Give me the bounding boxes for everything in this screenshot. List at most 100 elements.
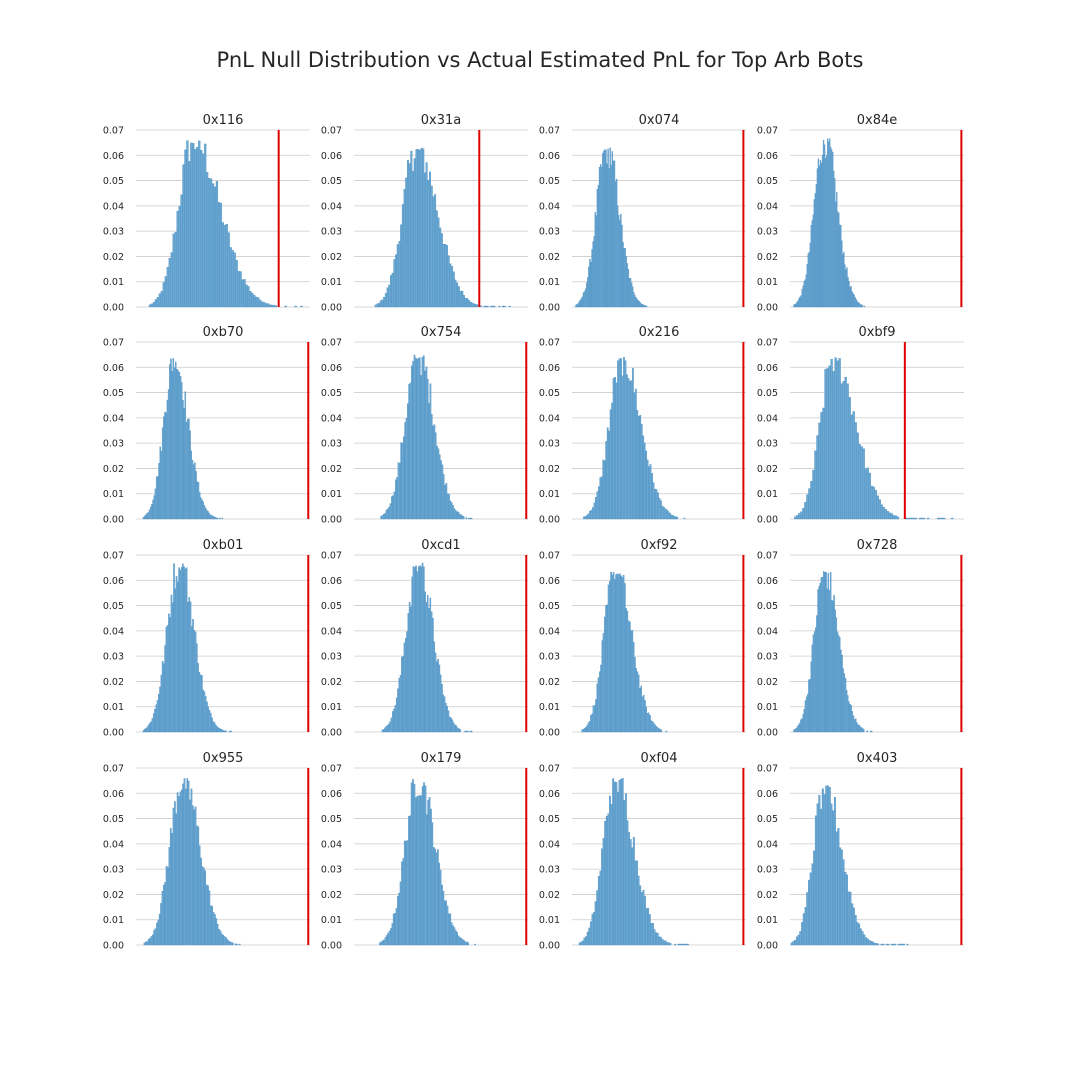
panel-title: 0xbf9: [858, 325, 895, 340]
histogram-bar: [863, 934, 866, 946]
y-tick-label: 0.00: [757, 303, 778, 314]
histogram-bar: [849, 891, 852, 946]
histogram-bar: [846, 874, 849, 946]
panel-title: 0x955: [203, 751, 244, 766]
histogram-bar: [859, 928, 862, 946]
histogram-bar: [823, 794, 826, 946]
histogram-bar: [922, 517, 926, 520]
panel-title: 0xb01: [203, 538, 244, 553]
y-tick-label: 0.01: [757, 277, 778, 288]
y-tick-label: 0.04: [539, 413, 560, 424]
y-tick-label: 0.05: [321, 814, 342, 825]
histogram-bar: [467, 942, 470, 946]
y-tick-label: 0.04: [321, 413, 342, 424]
histogram-bar: [863, 729, 865, 733]
histogram-bar: [486, 305, 489, 308]
y-tick-label: 0.00: [757, 728, 778, 739]
histogram-bar: [854, 915, 857, 946]
histogram-bar: [797, 934, 800, 946]
histogram-bar: [216, 517, 219, 520]
histogram-bar: [236, 943, 238, 946]
histogram-bar: [866, 730, 868, 733]
histogram-bar: [790, 942, 793, 946]
histogram-bar: [808, 879, 810, 946]
histogram-bar: [835, 831, 838, 946]
panel-title: 0x84e: [857, 113, 898, 128]
y-tick-label: 0.06: [321, 576, 342, 587]
y-tick-label: 0.05: [103, 388, 124, 399]
histogram-bar: [816, 803, 819, 946]
histogram-bar: [474, 943, 476, 946]
y-tick-label: 0.06: [321, 151, 342, 162]
y-tick-label: 0.01: [321, 915, 342, 926]
histogram-bar: [300, 305, 303, 308]
histogram-bar: [868, 940, 871, 946]
histogram-bar: [498, 305, 501, 308]
histogram-bar: [890, 943, 893, 946]
y-tick-label: 0.05: [757, 388, 778, 399]
y-tick-label: 0.05: [539, 601, 560, 612]
histogram-bar: [943, 517, 946, 520]
histogram-bar: [669, 943, 672, 946]
histogram-bar: [901, 943, 904, 946]
histogram-bar: [914, 517, 918, 520]
histogram-bar: [284, 305, 287, 308]
histogram-bar: [467, 730, 469, 733]
histogram-bar: [899, 943, 902, 946]
y-tick-label: 0.07: [757, 764, 778, 775]
histogram-bar: [873, 942, 876, 946]
y-tick-label: 0.05: [539, 388, 560, 399]
y-tick-label: 0.01: [103, 489, 124, 500]
y-tick-label: 0.04: [757, 626, 778, 637]
y-tick-label: 0.07: [321, 126, 342, 137]
y-tick-label: 0.03: [321, 865, 342, 876]
histogram-bar: [887, 943, 890, 946]
y-tick-label: 0.07: [103, 338, 124, 349]
panel-title: 0xb70: [203, 325, 244, 340]
y-tick-label: 0.00: [103, 303, 124, 314]
y-tick-label: 0.04: [757, 839, 778, 850]
y-tick-label: 0.04: [539, 839, 560, 850]
chart-title: PnL Null Distribution vs Actual Estimate…: [216, 48, 864, 72]
panel-title: 0xf04: [640, 751, 677, 766]
y-tick-label: 0.06: [757, 789, 778, 800]
y-tick-label: 0.02: [539, 464, 560, 475]
histogram-bar: [830, 803, 833, 946]
histogram-bar: [465, 517, 468, 520]
y-tick-label: 0.05: [539, 176, 560, 187]
panel-title: 0x216: [639, 325, 680, 340]
histogram-bar: [840, 849, 843, 946]
y-tick-label: 0.02: [539, 677, 560, 688]
y-tick-label: 0.04: [321, 201, 342, 212]
y-tick-label: 0.02: [321, 252, 342, 263]
y-tick-label: 0.05: [757, 176, 778, 187]
y-tick-label: 0.02: [539, 252, 560, 263]
histogram-bar: [818, 795, 821, 946]
y-tick-label: 0.00: [321, 728, 342, 739]
y-tick-label: 0.00: [539, 941, 560, 952]
y-tick-label: 0.06: [539, 363, 560, 374]
y-tick-label: 0.07: [539, 338, 560, 349]
y-tick-label: 0.02: [757, 890, 778, 901]
histogram-bar: [837, 828, 840, 946]
y-tick-label: 0.03: [757, 652, 778, 663]
panel-title: 0x728: [857, 538, 898, 553]
histogram-bar: [896, 516, 900, 520]
y-tick-label: 0.01: [539, 277, 560, 288]
histogram-bar: [683, 517, 686, 520]
y-tick-label: 0.04: [103, 201, 124, 212]
histogram-bar: [870, 940, 873, 946]
y-tick-label: 0.01: [757, 489, 778, 500]
panel-title: 0x31a: [421, 113, 461, 128]
y-tick-label: 0.05: [757, 601, 778, 612]
y-tick-label: 0.04: [757, 201, 778, 212]
histogram-bar: [470, 730, 473, 733]
histogram-bar: [866, 938, 869, 946]
